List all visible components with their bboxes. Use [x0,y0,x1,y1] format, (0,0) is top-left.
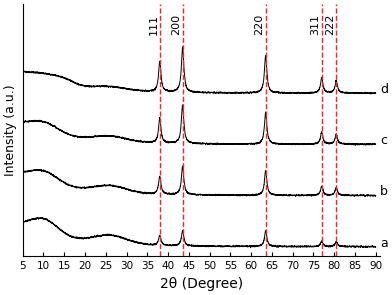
Text: 111: 111 [149,14,158,35]
Text: 222: 222 [325,13,335,35]
Y-axis label: Intensity (a.u.): Intensity (a.u.) [4,84,17,176]
Text: c: c [380,134,387,147]
Text: 220: 220 [254,13,265,35]
Text: d: d [380,83,388,96]
Text: a: a [380,237,388,250]
Text: 311: 311 [310,14,321,35]
X-axis label: 2θ (Degree): 2θ (Degree) [160,277,243,291]
Text: b: b [380,185,388,198]
Text: 200: 200 [171,14,181,35]
